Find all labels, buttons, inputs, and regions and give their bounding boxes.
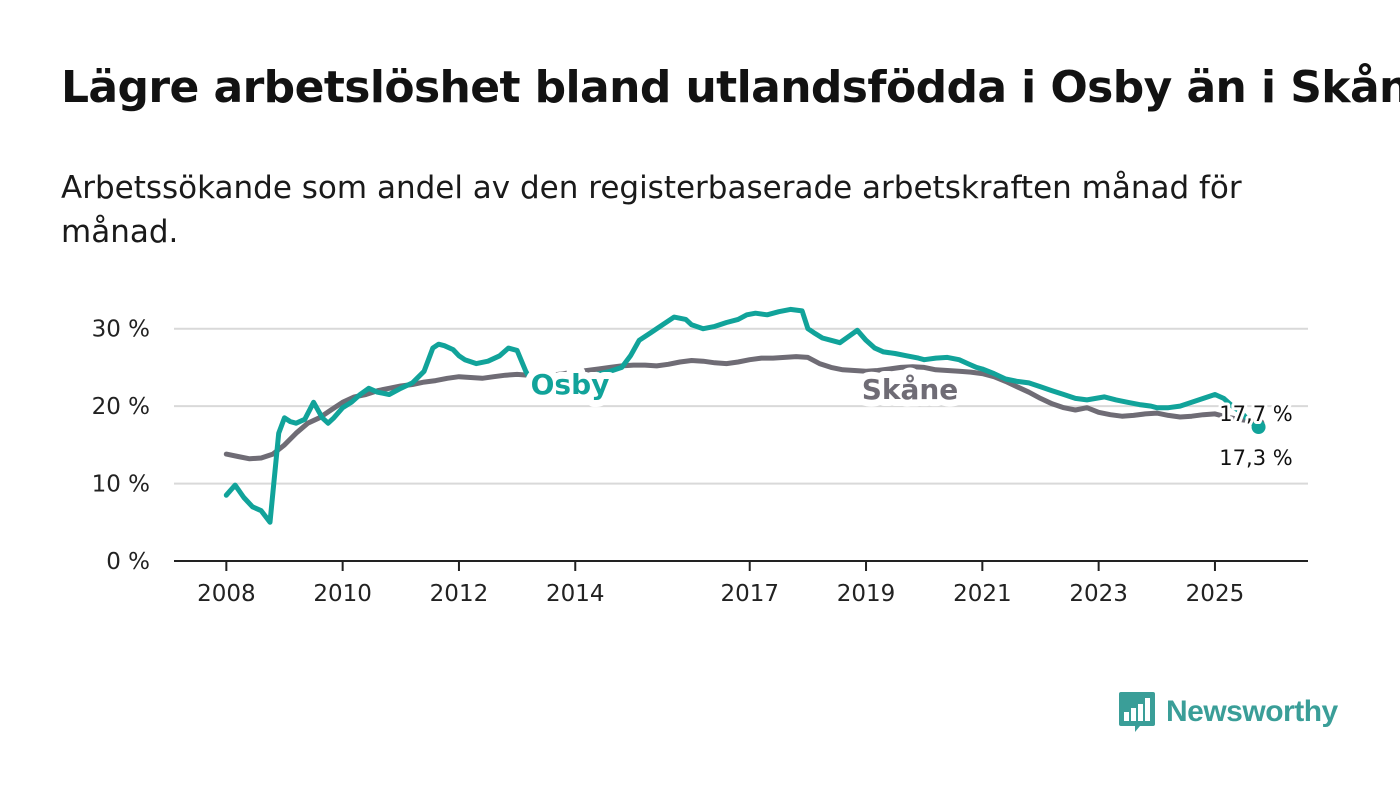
brand-name: Newsworthy [1166, 695, 1338, 728]
y-tick-label: 20 % [92, 394, 150, 420]
y-tick-label: 10 % [92, 472, 150, 498]
newsworthy-logo: Newsworthy [1118, 690, 1338, 734]
series-line-skane [223, 354, 1262, 462]
end-value-label-skane: 17,7 % [1219, 402, 1292, 426]
y-tick-label: 30 % [92, 317, 150, 343]
y-tick-label: 0 % [106, 549, 150, 575]
newsworthy-logo-icon [1119, 692, 1155, 732]
series-line-osby [223, 306, 1262, 525]
x-tick-label: 2023 [1069, 581, 1128, 607]
x-tick-label: 2019 [837, 581, 896, 607]
series-label-osby: Osby [531, 368, 610, 401]
chart-subtitle: Arbetssökande som andel av den registerb… [61, 170, 1242, 250]
gridlines [174, 327, 1308, 485]
series-label-skane: Skåne [862, 373, 959, 406]
x-tick-label: 2021 [953, 581, 1012, 607]
end-point-osby [1251, 420, 1266, 435]
series [223, 306, 1266, 525]
x-axis: 2008 2010 2012 2014 2017 2019 2021 2023 … [197, 561, 1244, 607]
x-tick-label: 2010 [313, 581, 372, 607]
x-tick-label: 2025 [1186, 581, 1245, 607]
x-tick-label: 2017 [720, 581, 779, 607]
y-axis: 0 % 10 % 20 % 30 % [92, 317, 150, 575]
series-labels: Osby Skåne 17,7 % 17,3 % [524, 361, 1296, 473]
end-value-label-osby: 17,3 % [1219, 446, 1292, 470]
x-tick-label: 2012 [430, 581, 489, 607]
chart-title: Lägre arbetslöshet bland utlandsfödda i … [61, 62, 1400, 113]
x-tick-label: 2014 [546, 581, 605, 607]
x-tick-label: 2008 [197, 581, 256, 607]
